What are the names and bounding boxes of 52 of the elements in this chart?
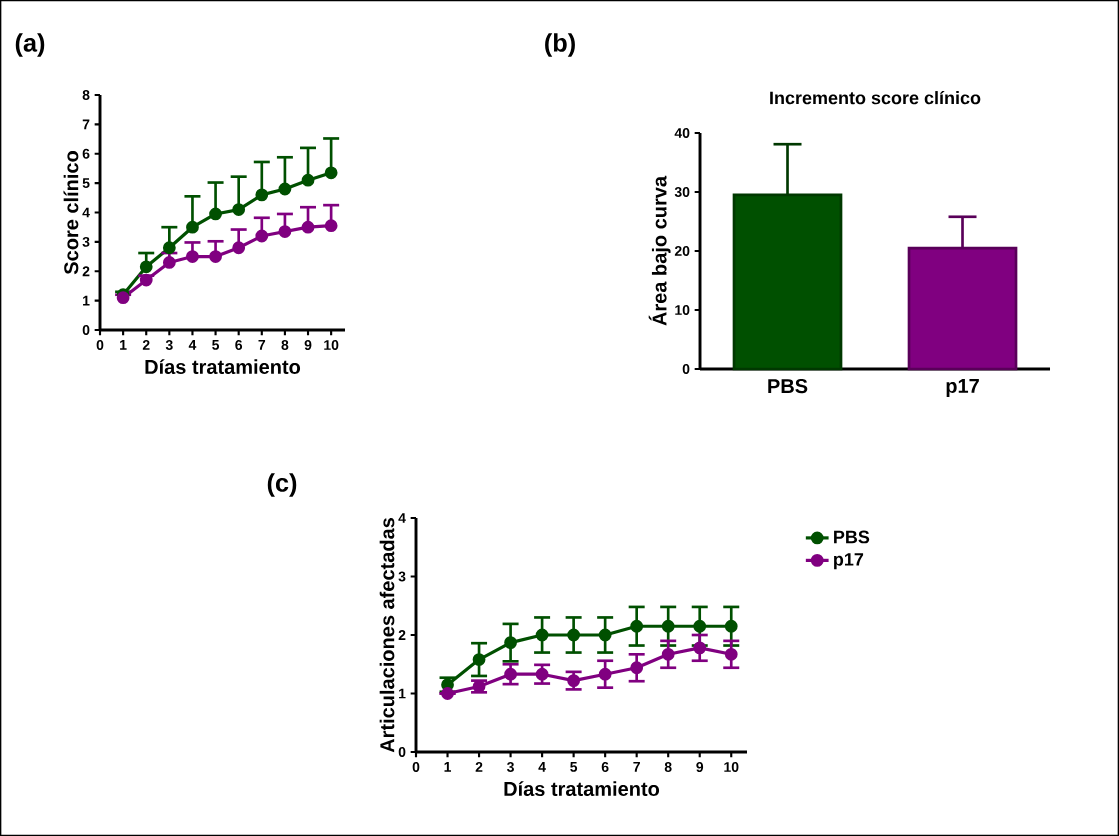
- y-tick-label: 1: [83, 295, 90, 306]
- y-axis-title: Área bajo curva: [648, 175, 671, 326]
- x-tick-label: 10: [724, 762, 739, 772]
- legend-label: p17: [834, 553, 864, 570]
- x-axis-title: Días tratamiento: [145, 359, 301, 374]
- x-tick-label: 4: [538, 762, 546, 772]
- y-tick-label: 2: [82, 266, 90, 277]
- y-tick-label: 5: [82, 178, 90, 189]
- x-tick-label: 8: [664, 762, 672, 772]
- y-tick-label: 8: [82, 90, 90, 100]
- y-tick-label: 0: [682, 364, 690, 374]
- x-tick-label: 1: [444, 762, 452, 772]
- x-tick-label: 9: [696, 762, 704, 772]
- x-tick-label: 5: [212, 340, 220, 350]
- y-tick-label: 20: [674, 246, 690, 256]
- x-tick-label: 7: [258, 340, 266, 350]
- y-tick-label: 2: [398, 630, 406, 640]
- y-tick-label: 1: [399, 688, 406, 699]
- y-tick-label: 7: [82, 119, 90, 130]
- x-tick-label: 3: [165, 340, 173, 350]
- x-tick-label: 10: [324, 340, 339, 350]
- x-tick-label: 7: [633, 762, 640, 772]
- text: (b): [545, 33, 575, 57]
- x-tick-label: 9: [304, 340, 312, 350]
- y-axis-title: Articulaciones afectadas: [379, 518, 395, 753]
- x-tick-label: 4: [188, 340, 197, 350]
- x-tick-label: 5: [570, 762, 578, 772]
- text: (a): [15, 33, 45, 57]
- x-tick-label: 6: [601, 762, 609, 772]
- text: (c): [267, 473, 297, 497]
- y-tick-label: 40: [674, 128, 690, 138]
- y-tick-label: 4: [82, 207, 90, 218]
- x-tick-label: 8: [281, 340, 289, 350]
- x-tick-label: 2: [142, 340, 150, 350]
- y-tick-label: 0: [82, 325, 90, 335]
- x-tick-label: 0: [96, 340, 104, 350]
- y-tick-label: 3: [82, 236, 90, 247]
- y-tick-label: 30: [674, 187, 690, 197]
- x-tick-label: 6: [235, 340, 243, 350]
- y-tick-label: 0: [398, 747, 406, 757]
- y-tick-label: 10: [675, 305, 690, 315]
- y-tick-label: 3: [398, 571, 406, 582]
- y-axis-title: Score clínico: [63, 151, 79, 275]
- x-tick-label: 3: [507, 762, 514, 772]
- y-tick-label: 4: [398, 513, 406, 523]
- x-tick-label: 0: [412, 762, 420, 772]
- chart-title: Incremento score clínico: [770, 90, 981, 105]
- x-tick-label: 2: [475, 762, 483, 772]
- legend-label: PBS: [834, 530, 870, 544]
- x-axis-title: Días tratamiento: [504, 781, 660, 796]
- y-tick-label: 6: [82, 148, 90, 159]
- x-tick-label: 1: [120, 340, 127, 350]
